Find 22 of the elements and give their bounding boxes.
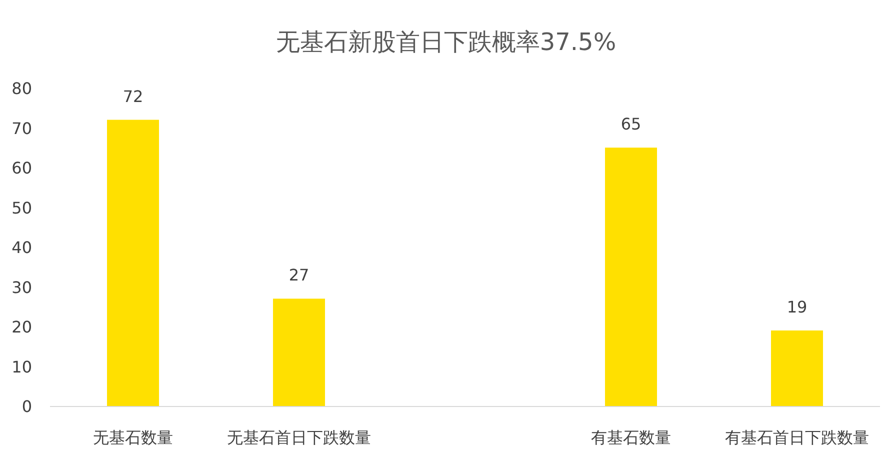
y-tick-label: 20 <box>12 318 32 336</box>
data-label: 19 <box>786 297 808 316</box>
data-label: 72 <box>122 86 144 106</box>
data-label: 27 <box>288 266 310 285</box>
bar <box>771 330 823 406</box>
x-tick-label: 有基石数量 <box>591 428 671 447</box>
y-tick-label: 50 <box>12 198 32 218</box>
data-label: 65 <box>620 114 642 134</box>
x-tick-label: 有基石首日下跌数量 <box>725 428 869 447</box>
chart-title: 无基石新股首日下跌概率37.5% <box>276 28 616 56</box>
y-tick-label: 80 <box>12 79 32 98</box>
y-tick-label: 40 <box>12 238 32 257</box>
bar <box>107 120 159 406</box>
bar <box>273 298 325 406</box>
y-tick-label: 60 <box>12 158 32 178</box>
y-tick-label: 10 <box>12 357 32 376</box>
bar <box>605 148 657 406</box>
y-tick-label: 0 <box>22 397 32 416</box>
y-tick-label: 30 <box>12 278 32 297</box>
y-tick-label: 70 <box>12 118 32 138</box>
x-tick-label: 无基石数量 <box>93 428 173 447</box>
x-tick-label: 无基石首日下跌数量 <box>227 428 371 447</box>
